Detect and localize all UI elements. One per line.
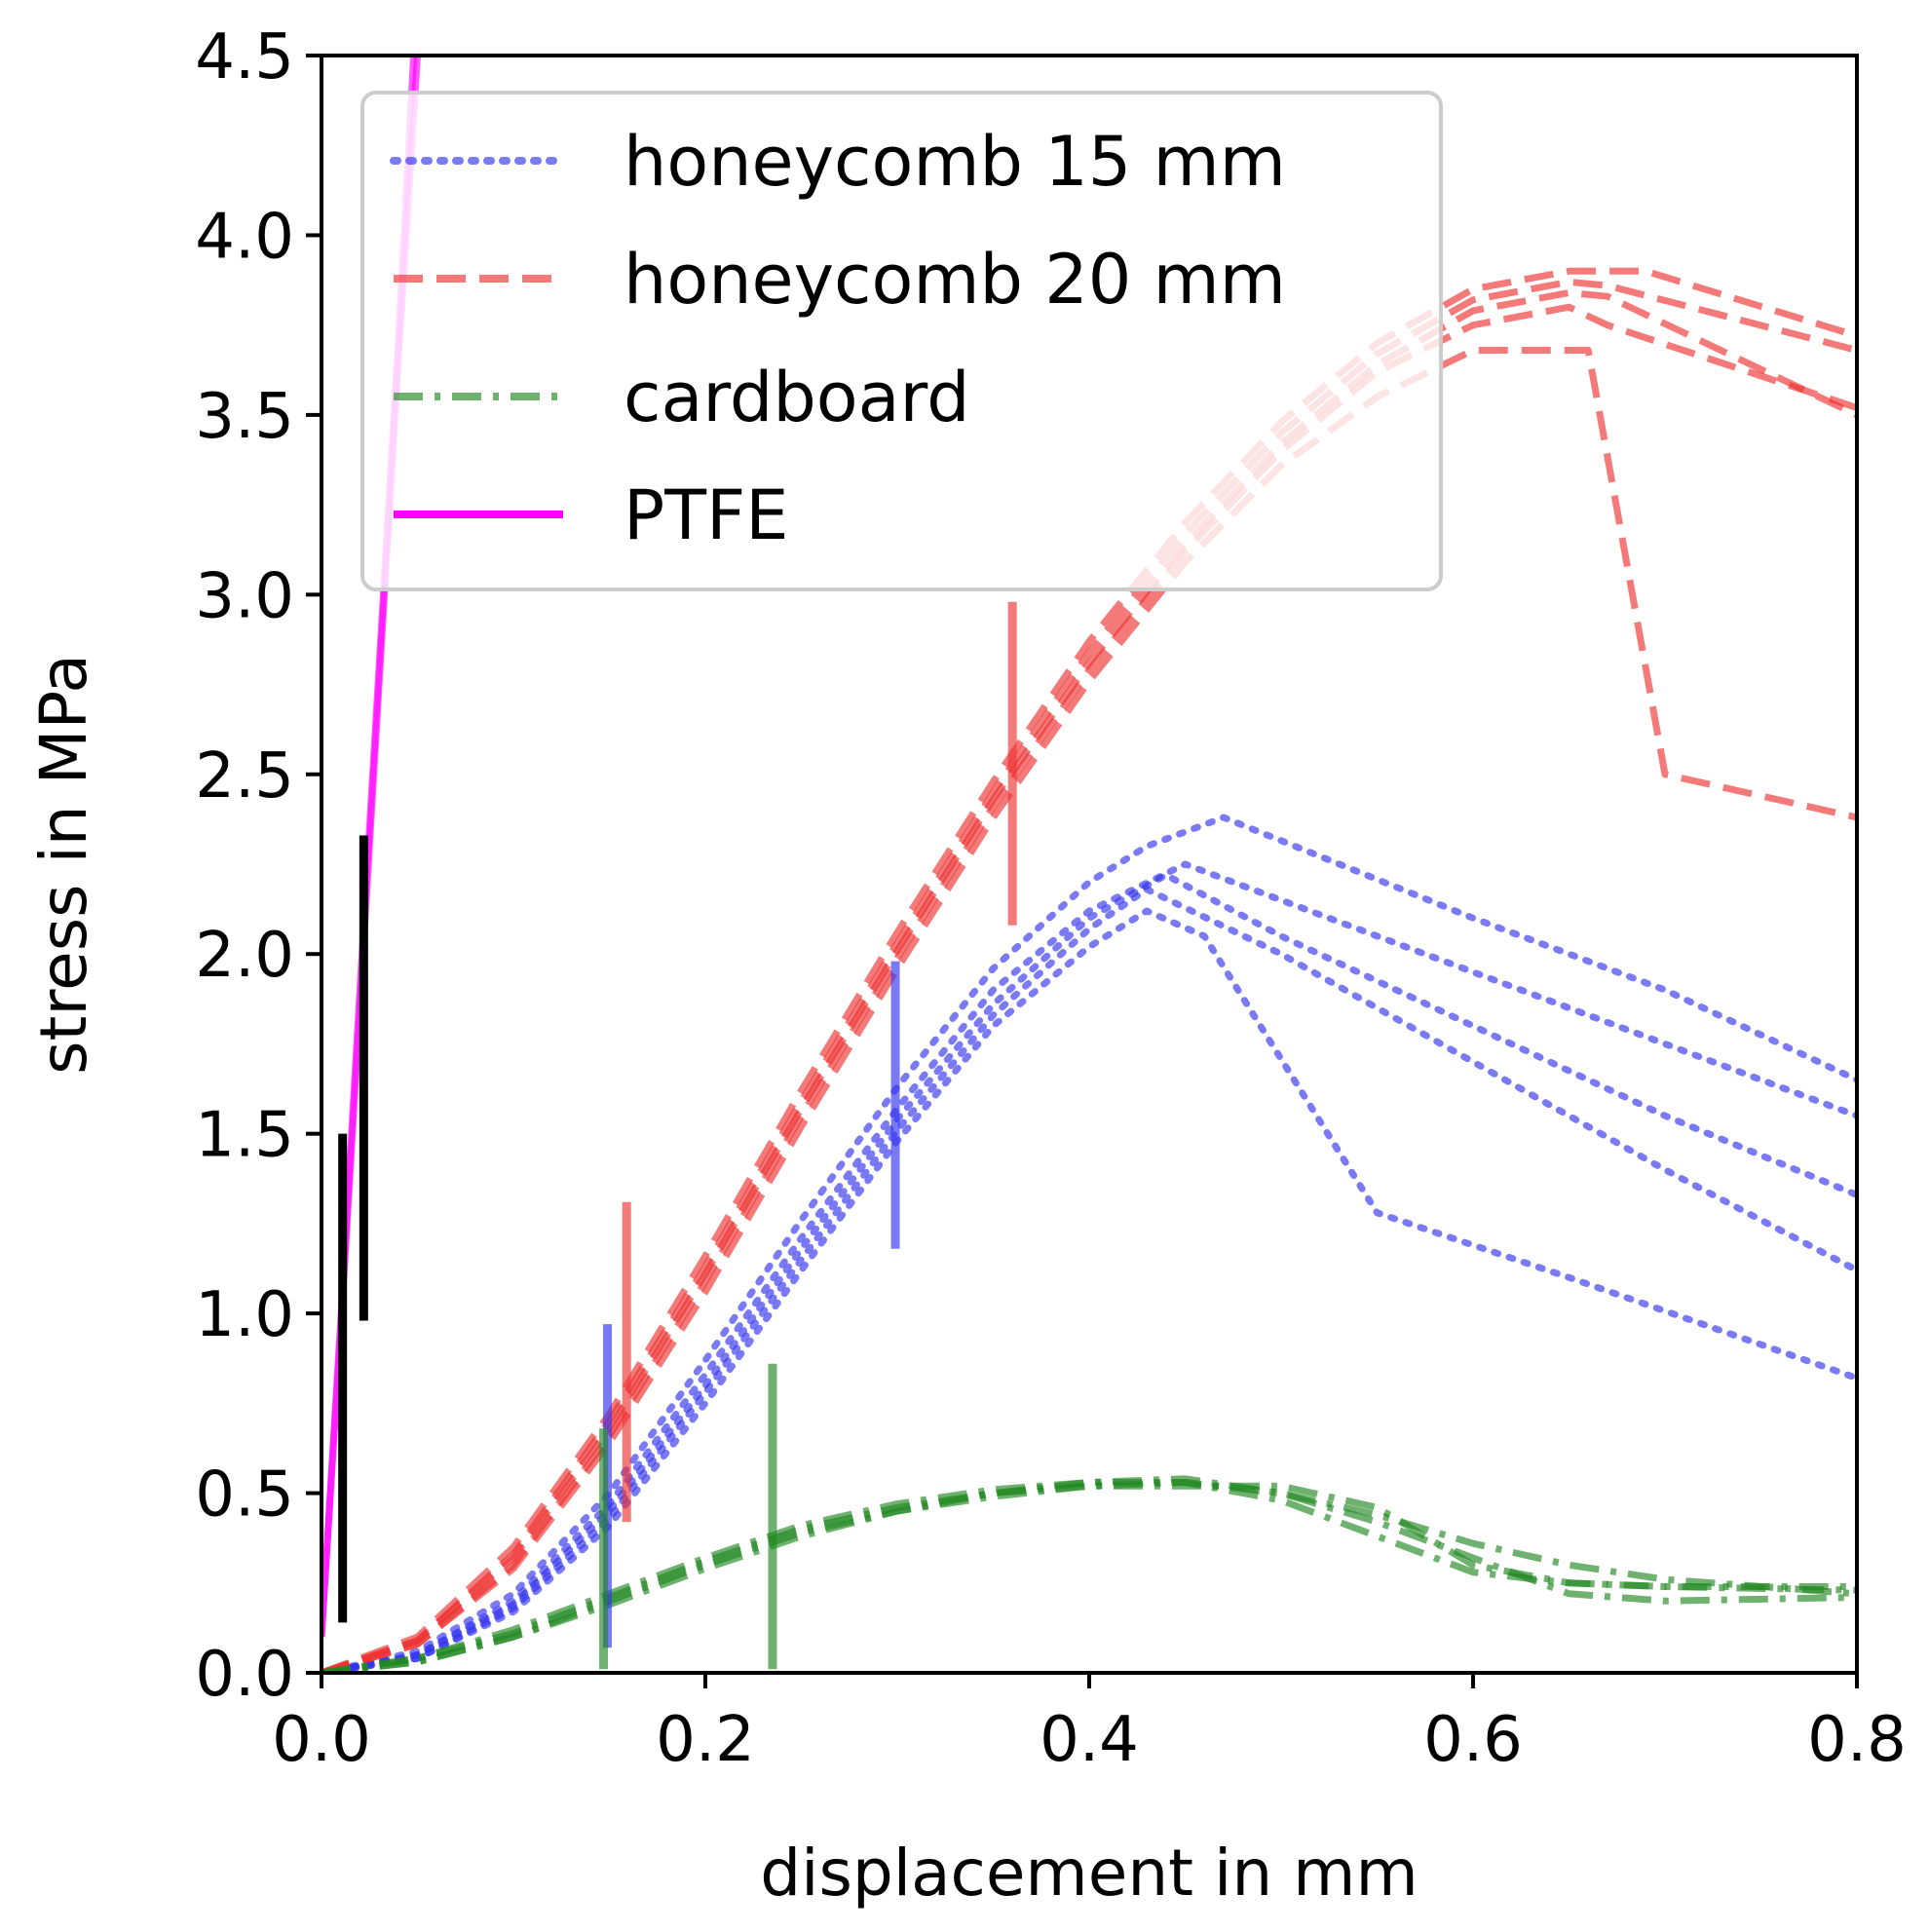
- x-tick-label-1: 0.2: [656, 1704, 755, 1776]
- y-tick-label-6: 3.0: [195, 560, 294, 632]
- y-tick-label-3: 1.5: [195, 1100, 294, 1172]
- y-tick-label-0: 0.0: [195, 1639, 294, 1711]
- y-tick-label-8: 4.0: [195, 201, 294, 273]
- y-tick-label-4: 2.0: [195, 920, 294, 992]
- series-0-run-3: [322, 886, 1857, 1673]
- series-0-run-1: [322, 860, 1857, 1673]
- legend-label-1: honeycomb 20 mm: [624, 240, 1286, 320]
- x-axis-label: displacement in mm: [760, 1836, 1418, 1911]
- series-0-run-0: [322, 814, 1857, 1673]
- series-1-run-4: [322, 347, 1857, 1673]
- legend-label-3: PTFE: [624, 475, 788, 555]
- x-tick-label-0: 0.0: [272, 1704, 371, 1776]
- y-tick-label-2: 1.0: [195, 1279, 294, 1351]
- y-axis-label: stress in MPa: [26, 654, 101, 1075]
- legend-label-0: honeycomb 15 mm: [624, 122, 1286, 202]
- y-tick-label-7: 3.5: [195, 381, 294, 453]
- legend-box: [360, 91, 1443, 591]
- series-0-run-2: [322, 871, 1857, 1673]
- series-2-run-3: [322, 1479, 1857, 1673]
- ticks-layer: 0.0 0.2 0.4 0.6 0.8 0.0 0.5 1.0 1.5 2.0 2.5 3.0 3.5 4…: [195, 21, 1907, 1776]
- series-1-run-2: [322, 289, 1857, 1673]
- x-tick-label-2: 0.4: [1040, 1704, 1139, 1776]
- legend: honeycomb 15 mm honeycomb 20 mm cardboard P…: [360, 91, 1443, 591]
- x-tick-label-4: 0.8: [1807, 1704, 1907, 1776]
- x-tick-label-3: 0.6: [1423, 1704, 1523, 1776]
- series-0-run-4: [322, 907, 1857, 1673]
- marker-layer: [338, 601, 1017, 1670]
- data-layer: [322, 56, 1857, 1673]
- series-1-run-0: [322, 267, 1857, 1673]
- y-tick-label-9: 4.5: [195, 21, 294, 94]
- y-tick-label-1: 0.5: [195, 1459, 294, 1532]
- legend-label-2: cardboard: [624, 358, 970, 437]
- legend-items: honeycomb 15 mm honeycomb 20 mm cardboard P…: [390, 122, 1286, 555]
- y-tick-label-5: 2.5: [195, 740, 294, 813]
